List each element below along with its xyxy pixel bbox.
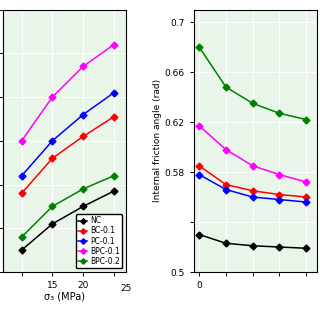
Line: BPC-0.1: BPC-0.1 bbox=[197, 124, 308, 184]
PC-0.1 bbox=[112, 91, 116, 95]
PC-0.1 bbox=[224, 188, 228, 191]
BPC-0.2 bbox=[304, 118, 308, 122]
PC-0.1 bbox=[197, 172, 201, 176]
BPC-0.2 bbox=[81, 187, 85, 191]
PC-0.1 bbox=[304, 200, 308, 204]
NC bbox=[304, 246, 308, 250]
BPC-0.1 bbox=[197, 124, 201, 128]
BC-0.1 bbox=[112, 115, 116, 119]
NC bbox=[81, 204, 85, 208]
BPC-0.1 bbox=[20, 139, 24, 143]
Line: BC-0.1: BC-0.1 bbox=[197, 163, 308, 199]
BPC-0.1 bbox=[112, 43, 116, 46]
Line: BPC-0.1: BPC-0.1 bbox=[19, 42, 116, 143]
NC bbox=[112, 189, 116, 193]
NC bbox=[51, 222, 54, 226]
BC-0.1 bbox=[81, 134, 85, 138]
Line: PC-0.1: PC-0.1 bbox=[19, 90, 116, 178]
BPC-0.2 bbox=[251, 101, 254, 105]
BPC-0.1 bbox=[224, 148, 228, 151]
Text: 25: 25 bbox=[121, 284, 132, 293]
BPC-0.2 bbox=[224, 85, 228, 89]
PC-0.1 bbox=[251, 195, 254, 199]
Y-axis label: Internal friction angle (rad): Internal friction angle (rad) bbox=[153, 79, 162, 202]
Line: NC: NC bbox=[19, 189, 116, 252]
NC bbox=[224, 241, 228, 245]
NC bbox=[197, 233, 201, 236]
Line: PC-0.1: PC-0.1 bbox=[197, 172, 308, 204]
BC-0.1 bbox=[51, 156, 54, 160]
Line: BPC-0.2: BPC-0.2 bbox=[19, 173, 116, 239]
BC-0.1 bbox=[197, 164, 201, 168]
BPC-0.1 bbox=[251, 164, 254, 168]
Line: BPC-0.2: BPC-0.2 bbox=[197, 45, 308, 122]
BPC-0.2 bbox=[277, 111, 281, 115]
BPC-0.2 bbox=[51, 204, 54, 208]
NC bbox=[20, 248, 24, 252]
PC-0.1 bbox=[81, 113, 85, 116]
Line: NC: NC bbox=[197, 232, 308, 251]
Legend: NC, BC-0.1, PC-0.1, BPC-0.1, BPC-0.2: NC, BC-0.1, PC-0.1, BPC-0.1, BPC-0.2 bbox=[76, 214, 122, 268]
NC bbox=[251, 244, 254, 248]
BPC-0.1 bbox=[51, 95, 54, 99]
Line: BC-0.1: BC-0.1 bbox=[19, 114, 116, 196]
BPC-0.1 bbox=[81, 65, 85, 68]
PC-0.1 bbox=[277, 198, 281, 202]
BC-0.1 bbox=[20, 191, 24, 195]
BPC-0.1 bbox=[277, 172, 281, 176]
BC-0.1 bbox=[251, 189, 254, 193]
BPC-0.2 bbox=[197, 45, 201, 49]
BC-0.1 bbox=[224, 183, 228, 187]
BPC-0.1 bbox=[304, 180, 308, 184]
NC bbox=[277, 245, 281, 249]
BPC-0.2 bbox=[112, 174, 116, 178]
BC-0.1 bbox=[277, 193, 281, 196]
PC-0.1 bbox=[20, 174, 24, 178]
PC-0.1 bbox=[51, 139, 54, 143]
BPC-0.2 bbox=[20, 235, 24, 239]
BC-0.1 bbox=[304, 195, 308, 199]
X-axis label: σ₃ (MPa): σ₃ (MPa) bbox=[44, 292, 85, 301]
